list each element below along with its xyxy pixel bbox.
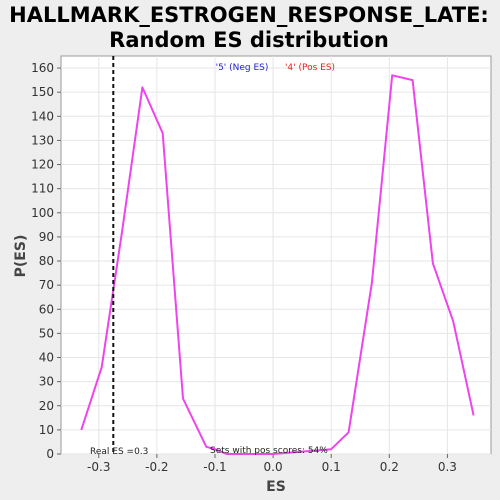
plot-area	[60, 55, 492, 455]
y-tick-label: 70	[39, 278, 54, 292]
y-axis-label: P(ES)	[13, 235, 29, 278]
y-tick-label: 40	[39, 351, 54, 365]
x-tick-label: -0.3	[87, 460, 110, 474]
x-axis-ticks: -0.3 -0.2 -0.1 0.0 0.1 0.2 0.3	[87, 454, 457, 474]
legend-pos-label: '4' (Pos ES)	[285, 63, 335, 73]
es-density-line	[80, 74, 475, 455]
x-axis-label: ES	[266, 479, 286, 495]
real-es-label: Real ES =0.3	[90, 447, 148, 457]
y-tick-label: 20	[39, 399, 54, 413]
y-axis-ticks: 0 10 20 30 40 50 60 70 80 90 100 110 120 130 140 150 160	[31, 61, 61, 461]
x-tick-label: 0.1	[322, 460, 341, 474]
x-tick-label: 0.2	[380, 460, 399, 474]
series-layer	[80, 74, 475, 455]
y-tick-label: 160	[31, 61, 54, 75]
y-tick-label: 60	[39, 302, 54, 316]
chart-title-line1: HALLMARK_ESTROGEN_RESPONSE_LATE:	[9, 3, 489, 27]
y-tick-label: 10	[39, 423, 54, 437]
chart-title-line2: Random ES distribution	[109, 28, 389, 52]
x-tick-label: 0.3	[438, 460, 457, 474]
legend-neg-label: '5' (Neg ES)	[216, 63, 269, 73]
y-tick-label: 130	[31, 133, 54, 147]
x-tick-label: 0.0	[264, 460, 283, 474]
y-tick-label: 0	[46, 447, 54, 461]
pos-scores-annotation: Sets with pos scores: 54%	[210, 446, 328, 456]
y-tick-label: 100	[31, 206, 54, 220]
y-tick-label: 30	[39, 375, 54, 389]
y-tick-label: 120	[31, 158, 54, 172]
x-tick-label: -0.1	[203, 460, 226, 474]
y-tick-label: 150	[31, 85, 54, 99]
y-tick-label: 110	[31, 182, 54, 196]
y-tick-label: 80	[39, 254, 54, 268]
y-tick-label: 50	[39, 326, 54, 340]
x-tick-label: -0.2	[145, 460, 168, 474]
y-tick-label: 90	[39, 230, 54, 244]
y-tick-label: 140	[31, 109, 54, 123]
